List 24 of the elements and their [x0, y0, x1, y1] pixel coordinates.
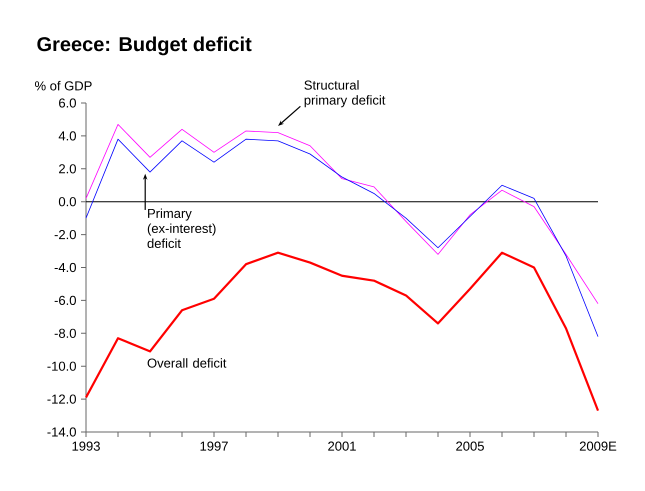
y-tick-label: 4.0	[58, 131, 76, 140]
text: Structural primary deficit	[304, 80, 386, 108]
y-tick-label: -14.0	[47, 427, 76, 437]
text: Primary (ex-interest) deficit	[148, 208, 216, 248]
x-tick-label: 2009E	[580, 442, 616, 451]
line-series	[84, 252, 600, 412]
x-tick-label: 2005	[456, 442, 484, 451]
y-tick-label: -2.0	[54, 230, 76, 240]
y-tick-label: -4.0	[54, 262, 76, 272]
y-tick-label: -10.0	[47, 362, 76, 371]
y-tick-label: 0.0	[58, 197, 76, 206]
y-tick-label: -6.0	[54, 296, 76, 305]
x-tick-label: 1993	[72, 442, 100, 451]
y-tick-label: -8.0	[54, 328, 76, 338]
y-tick-label: -12.0	[47, 394, 76, 404]
x-tick-label: 2001	[328, 442, 356, 451]
y-tick-label: 6.0	[59, 98, 76, 108]
y-axis-title: % of GDP	[35, 80, 92, 90]
series-label: Overall deficit	[148, 358, 226, 368]
line-series	[86, 138, 598, 337]
chart-title: Greece: Budget deficit	[37, 36, 252, 56]
x-tick-label: 1997	[200, 442, 228, 451]
y-tick-label: 2.0	[59, 164, 76, 174]
line-series	[86, 124, 598, 304]
